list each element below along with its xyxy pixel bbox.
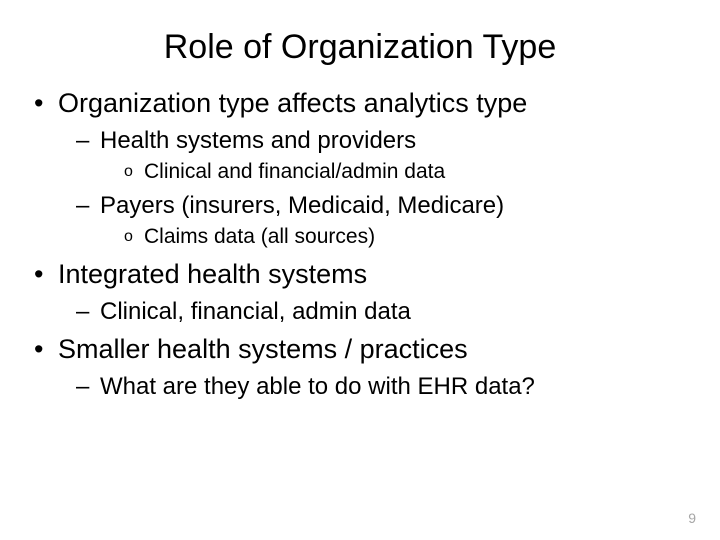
- page-number: 9: [688, 510, 696, 526]
- bullet-lvl2: What are they able to do with EHR data?: [58, 371, 690, 402]
- bullet-lvl1: Integrated health systems Clinical, fina…: [30, 258, 690, 327]
- bullet-text: Smaller health systems / practices: [58, 334, 468, 364]
- bullet-text: Claims data (all sources): [144, 225, 375, 248]
- bullet-text: Payers (insurers, Medicaid, Medicare): [100, 192, 504, 219]
- bullet-text: Clinical, financial, admin data: [100, 298, 411, 325]
- bullet-text: Integrated health systems: [58, 259, 367, 289]
- bullet-text: What are they able to do with EHR data?: [100, 373, 535, 400]
- slide-title: Role of Organization Type: [0, 0, 720, 87]
- bullet-lvl1: Organization type affects analytics type…: [30, 87, 690, 252]
- slide-body: Organization type affects analytics type…: [0, 87, 720, 402]
- bullet-lvl3: Clinical and financial/admin data: [100, 158, 690, 186]
- bullet-lvl2: Payers (insurers, Medicaid, Medicare) Cl…: [58, 190, 690, 252]
- slide: Role of Organization Type Organization t…: [0, 0, 720, 540]
- bullet-text: Clinical and financial/admin data: [144, 160, 445, 183]
- bullet-lvl3: Claims data (all sources): [100, 223, 690, 251]
- bullet-text: Organization type affects analytics type: [58, 88, 527, 118]
- bullet-lvl2: Clinical, financial, admin data: [58, 296, 690, 327]
- bullet-lvl2: Health systems and providers Clinical an…: [58, 125, 690, 187]
- bullet-lvl1: Smaller health systems / practices What …: [30, 333, 690, 402]
- bullet-text: Health systems and providers: [100, 127, 416, 154]
